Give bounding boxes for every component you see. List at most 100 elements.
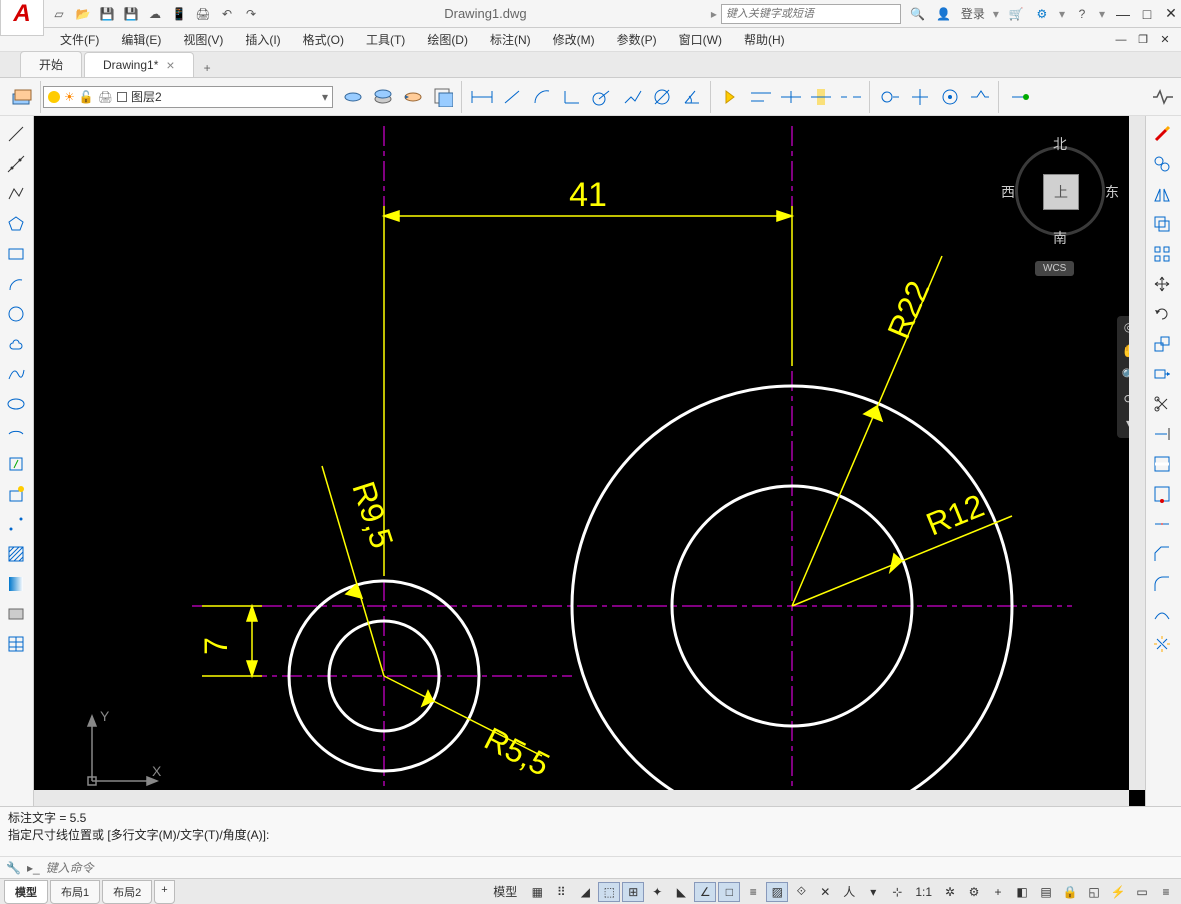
jogged-linear-icon[interactable] [966, 83, 994, 111]
center-mark-icon[interactable] [906, 83, 934, 111]
dim-edit-icon[interactable] [1005, 83, 1033, 111]
save-icon[interactable]: 💾 [98, 5, 116, 23]
layout2-tab[interactable]: 布局2 [102, 880, 152, 904]
cycling-icon[interactable]: ⟐ [790, 882, 812, 902]
command-input[interactable] [46, 861, 1175, 875]
polyline-icon[interactable] [2, 180, 30, 208]
menu-tools[interactable]: 工具(T) [356, 28, 415, 51]
menu-file[interactable]: 文件(F) [50, 28, 109, 51]
tolerance-icon[interactable] [876, 83, 904, 111]
polygon-icon[interactable] [2, 210, 30, 238]
quick-dim-icon[interactable] [717, 83, 745, 111]
close-button[interactable]: ✕ [1161, 4, 1181, 24]
polar-icon[interactable]: ✦ [646, 882, 668, 902]
break-icon[interactable] [1148, 450, 1176, 478]
annotation-vis-icon[interactable]: ✲ [939, 882, 961, 902]
cloud-icon[interactable]: ☁ [146, 5, 164, 23]
copy-icon[interactable] [1148, 150, 1176, 178]
wrench-icon[interactable]: 🔧 [6, 861, 21, 875]
dim-space-icon[interactable] [807, 83, 835, 111]
insert-block-icon[interactable] [2, 450, 30, 478]
mirror-icon[interactable] [1148, 180, 1176, 208]
dim-radius-icon[interactable] [588, 83, 616, 111]
quick-props-icon[interactable]: ▤ [1035, 882, 1057, 902]
annotation-scale[interactable]: 1:1 [910, 882, 937, 902]
dim-linear-icon[interactable] [468, 83, 496, 111]
iso-icon[interactable]: ◣ [670, 882, 692, 902]
grid-icon[interactable]: ▦ [526, 882, 548, 902]
dim-aligned-icon[interactable] [498, 83, 526, 111]
clean-screen-icon[interactable]: ▭ [1131, 882, 1153, 902]
activity-icon[interactable] [1149, 83, 1177, 111]
menu-insert[interactable]: 插入(I) [235, 28, 290, 51]
menu-modify[interactable]: 修改(M) [543, 28, 605, 51]
hardware-accel-icon[interactable]: ⚡ [1107, 882, 1129, 902]
saveas-icon[interactable]: 💾 [122, 5, 140, 23]
blend-icon[interactable] [1148, 600, 1176, 628]
break-at-point-icon[interactable] [1148, 480, 1176, 508]
login-link[interactable]: 登录 [961, 5, 985, 22]
share-icon[interactable]: ⚙ [1033, 5, 1051, 23]
menu-window[interactable]: 窗口(W) [669, 28, 732, 51]
ellipse-arc-icon[interactable] [2, 420, 30, 448]
tab-drawing1[interactable]: Drawing1* × [84, 52, 194, 77]
hatch-icon[interactable] [2, 540, 30, 568]
selection-filter-icon[interactable]: ▾ [862, 882, 884, 902]
login-dropdown[interactable]: ▾ [993, 7, 999, 21]
arc-icon[interactable] [2, 270, 30, 298]
stretch-icon[interactable] [1148, 360, 1176, 388]
doc-restore-button[interactable]: ❐ [1133, 30, 1153, 50]
view-cube[interactable]: 北 南 东 西 上 WCS [1005, 136, 1115, 276]
menu-draw[interactable]: 绘图(D) [417, 28, 478, 51]
scrollbar-horizontal[interactable] [34, 790, 1129, 806]
open-icon[interactable]: 📂 [74, 5, 92, 23]
infer-icon[interactable]: ◢ [574, 882, 596, 902]
join-icon[interactable] [1148, 510, 1176, 538]
layer-props-icon[interactable] [8, 83, 36, 111]
new-icon[interactable]: ▱ [50, 5, 68, 23]
menu-format[interactable]: 格式(O) [293, 28, 354, 51]
lock-ui-icon[interactable]: 🔒 [1059, 882, 1081, 902]
line-icon[interactable] [2, 120, 30, 148]
customize-icon[interactable]: ≡ [1155, 882, 1177, 902]
dim-break-icon[interactable] [837, 83, 865, 111]
user-icon[interactable]: 👤 [935, 5, 953, 23]
gizmo-icon[interactable]: ⊹ [886, 882, 908, 902]
cart-icon[interactable]: 🛒 [1007, 5, 1025, 23]
point-icon[interactable] [2, 510, 30, 538]
move-icon[interactable] [1148, 270, 1176, 298]
erase-icon[interactable] [1148, 120, 1176, 148]
minimize-button[interactable]: — [1113, 4, 1133, 24]
osnap-2d-icon[interactable]: □ [718, 882, 740, 902]
print-icon[interactable]: 🖨 [194, 5, 212, 23]
ortho-icon[interactable]: ⊞ [622, 882, 644, 902]
layer-prev-icon[interactable] [399, 83, 427, 111]
layer-combo[interactable]: ☀ 🔓 🖨 图层2 ▾ [43, 86, 333, 108]
menu-edit[interactable]: 编辑(E) [111, 28, 171, 51]
offset-icon[interactable] [1148, 210, 1176, 238]
help-icon[interactable]: ? [1073, 5, 1091, 23]
menu-help[interactable]: 帮助(H) [734, 28, 795, 51]
transparency-icon[interactable]: ▨ [766, 882, 788, 902]
3d-osnap-icon[interactable]: ✕ [814, 882, 836, 902]
circle-icon[interactable] [2, 300, 30, 328]
dim-ordinate-icon[interactable] [558, 83, 586, 111]
menu-view[interactable]: 视图(V) [173, 28, 233, 51]
extend-icon[interactable] [1148, 420, 1176, 448]
rotate-icon[interactable] [1148, 300, 1176, 328]
search-input[interactable] [721, 4, 901, 24]
gradient-icon[interactable] [2, 570, 30, 598]
osnap-track-icon[interactable]: ∠ [694, 882, 716, 902]
undo-icon[interactable]: ↶ [218, 5, 236, 23]
dim-jogged-icon[interactable] [618, 83, 646, 111]
maximize-button[interactable]: □ [1137, 4, 1157, 24]
make-block-icon[interactable] [2, 480, 30, 508]
dim-continue-icon[interactable] [777, 83, 805, 111]
revcloud-icon[interactable] [2, 330, 30, 358]
doc-minimize-button[interactable]: — [1111, 30, 1131, 50]
isolate-icon[interactable]: ◱ [1083, 882, 1105, 902]
fillet-icon[interactable] [1148, 570, 1176, 598]
workspace-icon[interactable]: ⚙ [963, 882, 985, 902]
dim-angular-icon[interactable] [678, 83, 706, 111]
layer-match-icon[interactable] [429, 83, 457, 111]
